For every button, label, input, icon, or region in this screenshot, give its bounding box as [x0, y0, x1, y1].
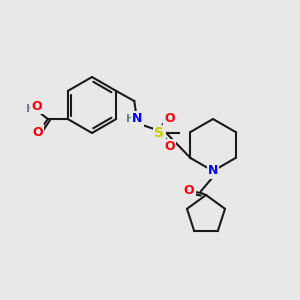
Text: H: H	[126, 114, 135, 124]
Text: N: N	[132, 112, 142, 125]
Text: O: O	[164, 140, 175, 154]
Text: H: H	[26, 104, 35, 114]
Text: O: O	[164, 112, 175, 125]
Text: S: S	[154, 126, 164, 140]
Text: N: N	[208, 164, 218, 178]
Text: O: O	[32, 100, 42, 112]
Text: O: O	[32, 125, 43, 139]
Text: O: O	[184, 184, 194, 197]
